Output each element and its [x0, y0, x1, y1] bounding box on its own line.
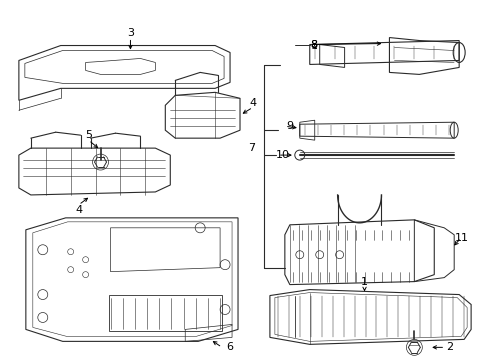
Text: 1: 1	[360, 276, 367, 287]
Text: 11: 11	[454, 233, 468, 243]
Text: 6: 6	[226, 342, 233, 352]
Text: 8: 8	[309, 40, 317, 50]
Text: 5: 5	[85, 130, 92, 140]
Text: 2: 2	[445, 342, 452, 352]
Text: 4: 4	[75, 205, 82, 215]
Text: 9: 9	[285, 121, 293, 131]
Text: 8: 8	[309, 40, 317, 50]
Text: 3: 3	[127, 28, 134, 37]
Text: 4: 4	[249, 98, 256, 108]
Text: 10: 10	[275, 150, 289, 160]
Text: 7: 7	[248, 143, 255, 153]
